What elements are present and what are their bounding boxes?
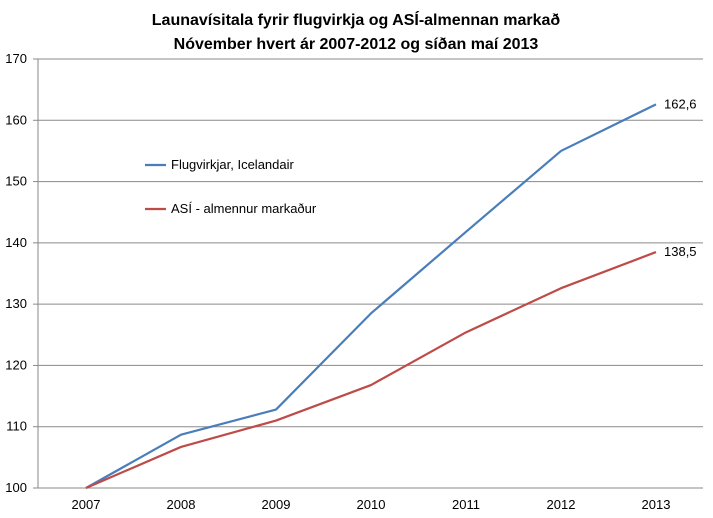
legend-entry: Flugvirkjar, Icelandair <box>171 157 294 172</box>
y-tick-label: 170 <box>5 51 27 66</box>
x-tick-label: 2012 <box>547 497 576 512</box>
legend: Flugvirkjar, Icelandair ASÍ - almennur ma… <box>145 157 317 216</box>
x-tick-label: 2013 <box>642 497 671 512</box>
y-tick-label: 100 <box>5 480 27 495</box>
y-tick-label: 130 <box>5 296 27 311</box>
x-tick-label: 2008 <box>167 497 196 512</box>
y-tick-label: 140 <box>5 235 27 250</box>
y-tick-label: 110 <box>6 419 27 434</box>
series-line-0 <box>85 103 657 489</box>
x-tick-label: 2009 <box>262 497 291 512</box>
series-lines <box>85 103 657 490</box>
axes: 100 110 120 130 140 150 160 170 2007 2008 2009 2010… <box>5 51 703 512</box>
y-tick-label: 150 <box>5 174 27 189</box>
x-tick-label: 2011 <box>452 497 480 512</box>
y-tick-label: 120 <box>5 357 27 372</box>
chart-subtitle: Nóvember hvert ár 2007-2012 og síðan maí… <box>174 36 539 53</box>
series-line-1 <box>85 251 657 490</box>
data-labels: 162,6 138,5 <box>664 96 697 259</box>
chart-title: Launavísitala fyrir flugvirkja og ASÍ-al… <box>152 10 561 29</box>
x-tick-label: 2010 <box>357 497 386 512</box>
y-tick-label: 160 <box>5 112 27 127</box>
gridlines <box>38 58 703 428</box>
legend-entry: ASÍ - almennur markaður <box>171 201 317 216</box>
end-value-label: 138,5 <box>664 244 697 259</box>
end-value-label: 162,6 <box>664 96 697 111</box>
x-tick-label: 2007 <box>72 497 101 512</box>
